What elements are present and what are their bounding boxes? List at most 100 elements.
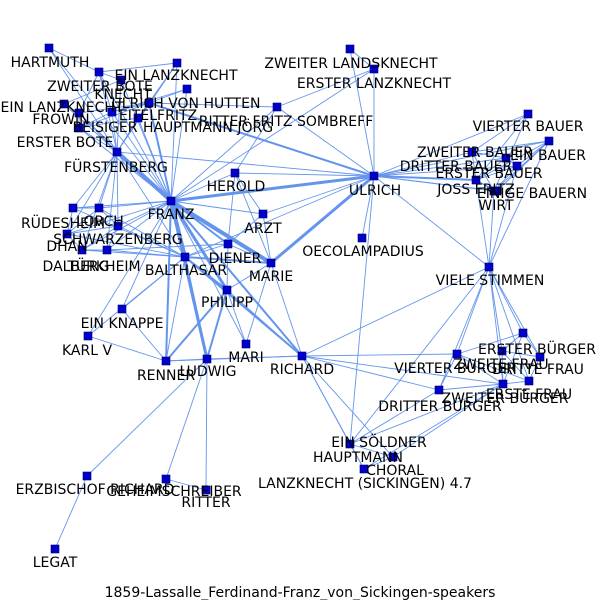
node-karl-v [83, 331, 93, 341]
node-ritter-fritz-sombreff [272, 102, 282, 112]
node-ein-lanzknecht2 [59, 99, 69, 109]
node-ein-soldner [345, 439, 355, 449]
node-dhan [62, 229, 72, 239]
node-label-ein-bauer: EIN BAUER [510, 148, 586, 164]
edge-zweite-frau-dritte-frau [501, 350, 541, 358]
edge-franz-zweiter-bote [98, 71, 172, 202]
node-knecht [116, 75, 126, 85]
edge-beisiger-erster-bote [78, 117, 139, 129]
node-hauptmann-jorg [182, 84, 192, 94]
edge-viele-stimmen-erste-frau [488, 266, 530, 382]
edge-ulrich-zweiter-landsknecht [349, 48, 375, 177]
node-label-philipp: PHILIPP [201, 295, 253, 311]
edge-vierter-burger-erste-frau [456, 353, 530, 382]
edge-franz-karl-v [87, 200, 172, 337]
node-label-ludwig: LUDWIG [180, 364, 237, 380]
edge-marie-ulrich [270, 174, 375, 265]
edge-zweiter-bauer-ein-bauer [471, 140, 550, 153]
edge-ulrich-ein-bauer [373, 140, 550, 177]
edge-ludwig-geheimschreiber [165, 358, 208, 480]
edge-franz-mari [170, 200, 247, 345]
edge-zweite-frau-zweiter-burger [501, 350, 504, 385]
node-label-ulrich-von-hutten: ULRICH VON HUTTEN [112, 96, 261, 112]
node-layer [44, 43, 554, 554]
edge-zweiter-bauer-dritter-bauer [471, 151, 507, 159]
node-label-ein-knappe: EIN KNAPPE [81, 316, 164, 332]
edge-hartmuth-zweiter-bote [48, 47, 100, 73]
edge-viele-stimmen-zweite-frau [488, 266, 503, 352]
node-label-dritter-burger: DRITTER BÜRGER [378, 397, 502, 415]
node-label-richard: RICHARD [270, 362, 334, 378]
node-label-wirt: WIRT [478, 198, 514, 214]
node-label-renner: RENNER [137, 368, 195, 384]
edge-furstenberg-hartmuth [48, 47, 118, 153]
node-label-ulrich: ULRICH [349, 183, 401, 199]
edge-ulrich-ritter-fritz-sombreff [276, 106, 375, 177]
edge-balthasar-renner [165, 256, 186, 362]
edge-joss-fritz-vierter-bauer [475, 113, 529, 181]
node-label-lorch: LORCH [76, 214, 124, 230]
edge-franz-ulrich-von-hutten [148, 102, 172, 202]
node-richard [297, 351, 307, 361]
edge-lorch-dhan [66, 207, 100, 235]
edge-wirt-viele-stimmen [488, 190, 495, 268]
node-label-dhan: DHAN [46, 239, 87, 255]
edge-beisiger-eitelfritz [78, 111, 113, 129]
node-label-hartmuth: HARTMUTH [11, 55, 90, 71]
node-erzbischof-richard [82, 471, 92, 481]
node-herold [230, 168, 240, 178]
node-label-viele-stimmen: VIELE STIMMEN [436, 273, 545, 289]
edge-franz-diener [170, 200, 229, 245]
node-frowin [74, 108, 84, 118]
edge-zweiter-bote-frowin [78, 71, 100, 114]
node-choral [359, 464, 369, 474]
edge-franz-ritter-fritz-sombreff [170, 106, 278, 202]
node-zweiter-burger [498, 379, 508, 389]
node-franz [166, 196, 176, 206]
node-erster-bote [133, 113, 143, 123]
edge-franz-frowin [78, 112, 172, 202]
node-ritter [201, 485, 211, 495]
node-label-zweiter-burger: ZWEITER BÜRGER [442, 389, 569, 407]
node-label-erster-bote: ERSTER BOTE [17, 135, 114, 151]
node-erster-burger [518, 328, 528, 338]
edge-knecht-ein-lanzknecht2 [63, 79, 122, 105]
edge-marie-arzt [262, 213, 272, 264]
edge-furstenberg-knecht [116, 79, 122, 153]
node-beisiger [74, 123, 84, 133]
node-label-choral: CHORAL [366, 463, 424, 479]
edge-ulrich-joss-fritz [373, 175, 477, 181]
edge-joss-fritz-ein-bauer [475, 140, 550, 181]
edge-erster-bauer-ein-bauer [516, 140, 550, 167]
edge-ein-lanzknecht-zweiter-bote [98, 62, 178, 73]
node-ein-bauer [544, 136, 554, 146]
node-zweite-frau [497, 346, 507, 356]
node-label-erste-frau: ERSTE FRAU [486, 387, 572, 403]
node-renner [161, 356, 171, 366]
node-zweiter-landsknecht [345, 44, 355, 54]
edge-ulrich-furstenberg [116, 151, 375, 177]
node-label-rudesheim: RÜDESHEIM [21, 214, 105, 232]
node-label-karl-v: KARL V [62, 343, 112, 359]
edge-franz-arzt [170, 200, 264, 215]
edge-richard-viele-stimmen [301, 266, 490, 357]
edge-philipp-ludwig [206, 289, 228, 360]
node-label-ein-soldner: EIN SÖLDNER [331, 433, 427, 451]
node-ludwig [202, 354, 212, 364]
edge-ulrich-einige-bauern [373, 175, 498, 192]
edge-ulrich-viele-stimmen [373, 175, 490, 268]
edge-diener-turkheim [106, 243, 229, 251]
node-label-ritter-fritz-sombreff: RITTER FRITZ SOMBREFF [199, 114, 374, 130]
node-marie [266, 258, 276, 268]
edge-zweiter-burger-choral [363, 383, 504, 470]
node-turkheim [102, 245, 112, 255]
node-label-arzt: ARZT [244, 221, 282, 237]
node-label-hauptmann: HAUPTMANN [313, 450, 403, 466]
node-diener [223, 239, 233, 249]
edge-vierter-burger-zweiter-burger [456, 353, 504, 385]
edge-furstenberg-ulrich-von-hutten [116, 102, 150, 153]
node-dritter-burger [434, 385, 444, 395]
node-dritter-bauer [501, 153, 511, 163]
edge-furstenberg-ein-lanzknecht2 [63, 103, 118, 153]
